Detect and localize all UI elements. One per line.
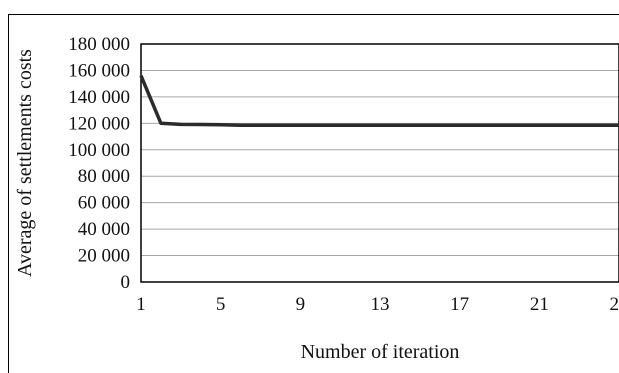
y-tick-label: 40 000 [78, 219, 130, 240]
y-tick-label: 20 000 [78, 246, 130, 267]
y-tick-labels: 0 20 000 40 000 60 000 80 000 100 000 120 000 1… [68, 34, 130, 293]
outer-frame-left [8, 14, 9, 373]
y-tick-label: 0 [121, 272, 131, 293]
y-tick-label: 80 000 [78, 166, 130, 187]
plot-area-border [140, 43, 619, 283]
grid-layer [141, 69, 619, 257]
y-tick-label: 120 000 [68, 113, 130, 134]
y-tick-label: 140 000 [68, 87, 130, 108]
series-layer [139, 75, 619, 128]
x-tick-label: 5 [216, 294, 226, 315]
outer-frame-top [8, 14, 619, 15]
x-tick-label: 1 [136, 294, 146, 315]
y-tick-label: 100 000 [68, 140, 130, 161]
y-axis-title: Average of settlements costs [14, 49, 36, 277]
series-line [139, 75, 619, 128]
x-axis-title: Number of iteration [301, 341, 460, 363]
x-tick-label: 13 [371, 294, 390, 315]
y-tick-label: 180 000 [68, 34, 130, 55]
y-tick-label: 160 000 [68, 60, 130, 81]
x-tick-label: 17 [450, 294, 469, 315]
x-tick-label: 25 [610, 294, 619, 315]
x-tick-label: 21 [530, 294, 549, 315]
y-tick-label: 60 000 [78, 193, 130, 214]
x-tick-label: 9 [296, 294, 306, 315]
x-tick-labels: 1 5 9 13 17 21 25 [136, 294, 619, 315]
